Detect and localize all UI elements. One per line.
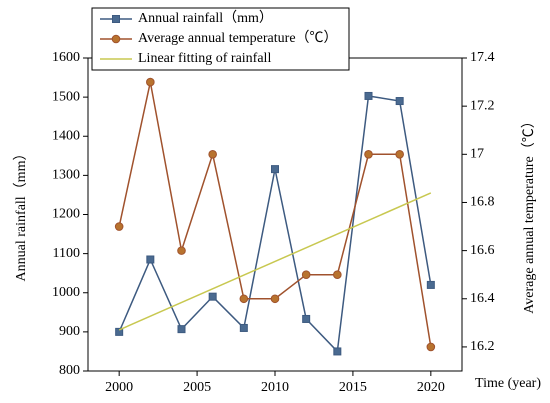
marker <box>364 150 373 159</box>
y-tick-label: 900 <box>59 324 80 339</box>
x-axis-label: Time (year) <box>475 376 541 391</box>
y2-tick-label: 16.6 <box>470 243 495 258</box>
marker <box>115 327 124 336</box>
x-tick-label: 2015 <box>339 380 367 395</box>
x-tick-label: 2010 <box>261 380 289 395</box>
legend-label: Annual rainfall（mm） <box>138 10 273 26</box>
y-tick-label: 800 <box>59 363 80 378</box>
y2-tick-label: 17.2 <box>470 98 495 113</box>
y-tick-label: 1300 <box>52 168 80 183</box>
legend-box <box>91 7 350 71</box>
marker <box>426 342 436 352</box>
marker <box>270 294 280 304</box>
legend-label: Average annual temperature（℃） <box>138 30 338 46</box>
series-line <box>118 95 432 354</box>
legend-marker <box>111 34 121 44</box>
x-tick-label: 2020 <box>417 380 445 395</box>
marker <box>395 97 404 106</box>
marker <box>301 270 311 279</box>
y-tick-label: 1600 <box>52 50 80 65</box>
marker <box>333 270 342 279</box>
marker <box>333 347 342 356</box>
legend-label: Linear fitting of rainfall <box>138 51 271 66</box>
y-tick-label: 1200 <box>52 207 80 222</box>
series-line <box>118 81 432 348</box>
series-line <box>118 192 432 331</box>
y2-tick-label: 16.8 <box>470 195 495 210</box>
marker <box>271 165 279 174</box>
marker <box>302 314 311 323</box>
x-tick-label: 2005 <box>183 380 211 395</box>
marker <box>177 246 186 255</box>
marker <box>364 91 373 100</box>
marker <box>208 150 217 159</box>
marker <box>114 222 124 231</box>
y-tick-label: 1100 <box>53 246 80 261</box>
y-tick-label: 1400 <box>52 128 80 143</box>
marker <box>395 150 404 159</box>
y2-tick-label: 16.4 <box>470 291 495 306</box>
y-tick-label: 1000 <box>52 285 80 300</box>
marker <box>239 294 249 304</box>
y2-tick-label: 16.2 <box>470 339 495 354</box>
y2-tick-label: 17 <box>470 147 484 162</box>
plot-frame <box>87 57 463 372</box>
marker <box>239 323 248 332</box>
marker <box>177 325 186 334</box>
marker <box>146 77 155 87</box>
legend-marker <box>112 15 120 23</box>
x-tick-label: 2000 <box>105 380 133 395</box>
marker <box>426 280 435 289</box>
y-axis-label: Annual rainfall（mm） <box>13 147 29 282</box>
y2-tick-label: 17.4 <box>470 50 495 65</box>
y-tick-label: 1500 <box>52 89 80 104</box>
y2-axis-label: Average annual temperature（℃） <box>521 114 537 314</box>
marker <box>146 255 155 264</box>
marker <box>208 292 217 301</box>
